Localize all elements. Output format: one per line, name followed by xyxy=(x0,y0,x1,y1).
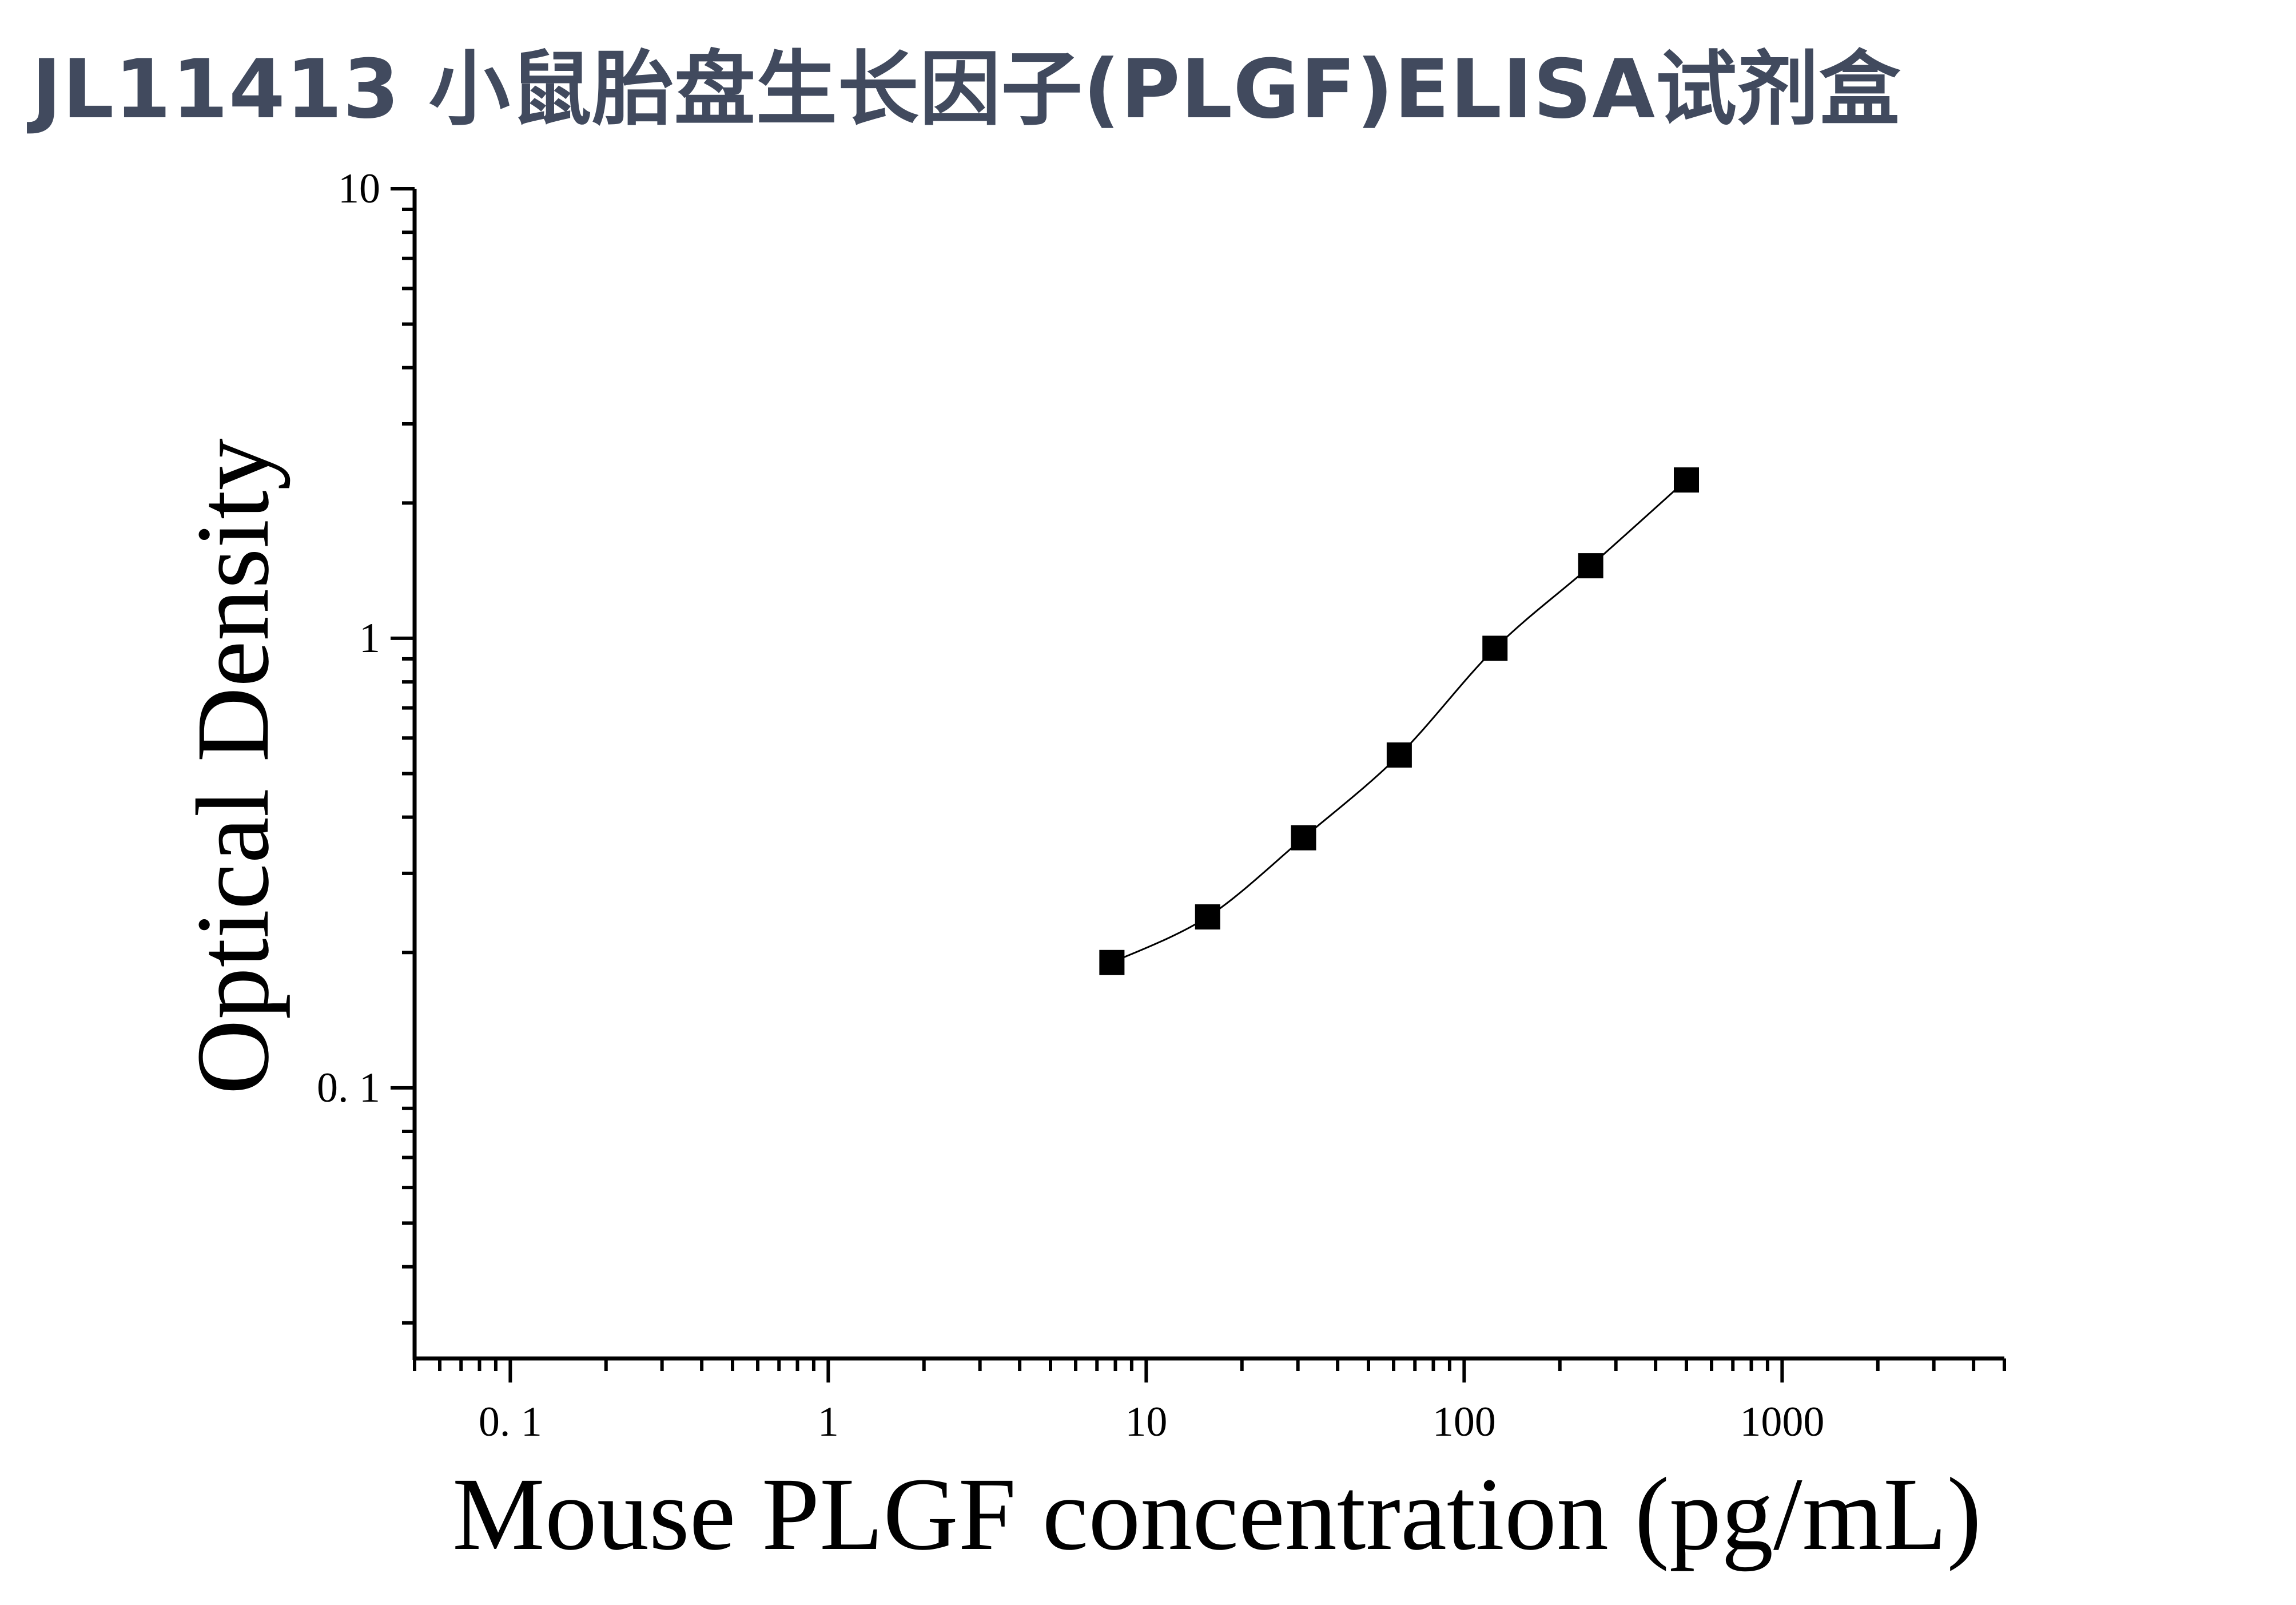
data-point xyxy=(1578,553,1603,579)
x-tick-label: 10 xyxy=(1125,1399,1167,1445)
data-point xyxy=(1099,950,1125,975)
x-tick-label: 1000 xyxy=(1740,1399,1824,1445)
data-point xyxy=(1482,635,1508,661)
page-title: JL11413 小鼠胎盘生长因子(PLGF)ELISA试剂盒 xyxy=(31,42,1901,137)
x-tick-label: 100 xyxy=(1432,1399,1496,1445)
y-axis-title: Optical Density xyxy=(176,438,291,1094)
data-point xyxy=(1674,467,1699,493)
y-tick-label: 0. 1 xyxy=(317,1064,380,1111)
x-axis: 0. 1 1 10 100 1000 xyxy=(413,1356,2006,1445)
data-points-layer xyxy=(1099,467,1699,975)
x-axis-title: Mouse PLGF concentration (pg/mL) xyxy=(452,1457,1981,1572)
data-point xyxy=(1195,904,1220,930)
data-point xyxy=(1386,742,1412,768)
y-tick-label: 10 xyxy=(338,165,380,212)
x-tick-label: 0. 1 xyxy=(479,1399,542,1445)
y-axis: 0. 1 1 10 xyxy=(317,165,417,1360)
fit-curve xyxy=(1111,479,1688,964)
fit-curve-layer xyxy=(1111,479,1688,964)
y-tick-label: 1 xyxy=(359,615,380,662)
data-point xyxy=(1291,825,1316,851)
x-tick-label: 1 xyxy=(818,1399,839,1445)
